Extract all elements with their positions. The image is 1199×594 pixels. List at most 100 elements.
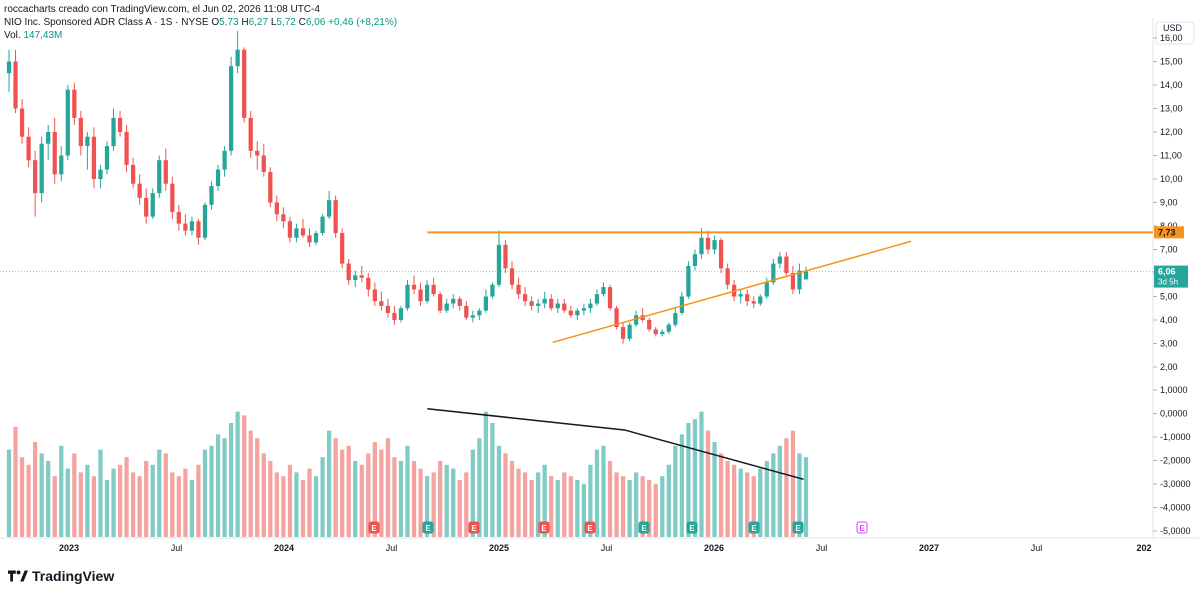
volume-bar	[242, 415, 247, 537]
volume-bar	[660, 476, 665, 537]
candle-body	[745, 294, 750, 302]
time-tick-label: 202	[1136, 543, 1151, 553]
time-tick-label: 2027	[919, 543, 939, 553]
earnings-icon	[856, 521, 868, 534]
candle-body	[13, 61, 18, 109]
candle-body	[333, 200, 338, 234]
open-value: 5,73	[219, 17, 239, 28]
volume-bar	[745, 472, 750, 537]
volume-bar	[176, 476, 181, 537]
candle-body	[196, 221, 201, 238]
candle-body	[405, 284, 410, 309]
price-tick-label: 16,00	[1160, 33, 1183, 43]
price-tick-label: 3,00	[1160, 339, 1178, 349]
trend-lines[interactable]	[427, 231, 1153, 481]
volume-bar	[124, 457, 129, 537]
candle-body	[33, 160, 38, 194]
candle-body	[562, 303, 567, 311]
resistance-price-tag	[1154, 226, 1184, 239]
volume-bar	[542, 464, 547, 537]
earnings-icon	[638, 521, 650, 534]
candle-body	[144, 197, 149, 217]
candle-body	[117, 117, 123, 132]
price-tick-label: 11,00	[1160, 151, 1182, 161]
ohlc-line: NIO Inc. Sponsored ADR Class A · 1S · NY…	[4, 16, 397, 29]
candle-body	[607, 287, 613, 309]
volume-bar	[392, 457, 397, 537]
candle-body	[758, 296, 763, 304]
volume-bar	[196, 464, 201, 537]
volume-bar	[764, 461, 769, 537]
volume-bar	[78, 472, 83, 537]
time-tick-label: Jul	[816, 543, 828, 553]
candle-body	[281, 214, 286, 222]
volume-bar	[320, 457, 325, 537]
volume-label: Vol.	[4, 30, 21, 41]
volume-value: 147,43M	[23, 30, 63, 41]
volume-bar	[157, 449, 162, 537]
candle-body	[457, 298, 462, 306]
candle-body	[411, 284, 417, 290]
volume-bar	[372, 442, 377, 537]
volume-bar	[398, 461, 404, 537]
high-label: H	[241, 17, 249, 28]
time-axis[interactable]: 2023 Jul 2024 Jul 2025 Jul 2026 Jul 2027 Jul 202	[59, 543, 1152, 553]
candle-body	[712, 240, 717, 250]
volume-bar	[692, 419, 698, 537]
volume-bar	[418, 468, 423, 537]
volume-bar	[509, 461, 515, 537]
candle-body	[738, 294, 743, 297]
time-tick-label: 2023	[59, 543, 79, 553]
candle-body	[424, 284, 430, 302]
volume-bar	[6, 449, 12, 537]
volume-bar	[444, 464, 449, 537]
candle-body	[326, 200, 332, 217]
candle-body	[385, 305, 391, 313]
volume-trend-line	[427, 408, 804, 481]
volume-bar	[620, 476, 626, 537]
currency-button[interactable]	[1155, 21, 1195, 45]
candle-body	[46, 132, 51, 144]
volume-bar	[634, 472, 639, 537]
volume-bar	[144, 461, 149, 537]
candle-body	[601, 287, 606, 295]
candle-body	[777, 256, 782, 264]
candle-body	[522, 294, 528, 302]
time-tick-label: Jul	[386, 543, 398, 553]
volume-bar	[294, 472, 299, 537]
volume-tick-label: -4,0000	[1160, 503, 1191, 513]
price-axis[interactable]: 16,00 15,00 14,00 13,00 12,00 11,00 10,00 9,00 8…	[1153, 33, 1183, 372]
candle-body	[6, 61, 12, 74]
volume-bar	[686, 423, 691, 537]
volume-bar	[235, 411, 240, 537]
volume-bar	[202, 449, 208, 537]
candle-body	[183, 223, 188, 231]
volume-bar	[699, 411, 704, 537]
volume-bar	[65, 468, 70, 537]
price-tick-label: 12,00	[1160, 127, 1183, 137]
volume-bar	[326, 430, 332, 537]
candle-body	[300, 228, 306, 236]
symbol-name[interactable]: NIO Inc. Sponsored ADR Class A · 1S · NY…	[4, 17, 209, 28]
volume-bar	[673, 445, 678, 537]
candle-body	[398, 308, 404, 320]
volume-bar	[562, 472, 567, 537]
volume-bar	[359, 464, 364, 537]
volume-bar	[607, 461, 613, 537]
volume-bar	[333, 438, 338, 537]
volume-bar	[209, 445, 214, 537]
volume-bar	[59, 445, 64, 537]
volume-bar	[281, 476, 286, 537]
candle-body	[72, 89, 77, 118]
price-tick-label: 15,00	[1160, 57, 1183, 67]
volume-bar	[150, 464, 155, 537]
creator-line: roccacharts creado con TradingView.com, …	[4, 4, 320, 15]
volume-bar	[751, 476, 756, 537]
volume-bar	[424, 476, 430, 537]
volume-bar	[189, 480, 195, 537]
volume-bar	[130, 472, 136, 537]
volume-tick-label: -2,0000	[1160, 456, 1191, 466]
